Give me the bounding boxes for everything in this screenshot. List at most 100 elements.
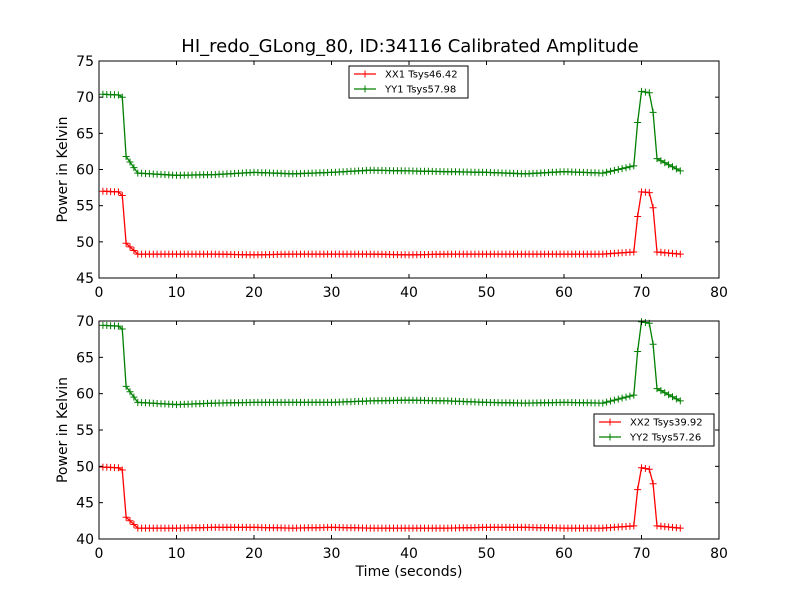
data-point-marker — [126, 158, 134, 166]
data-point-marker — [630, 522, 638, 530]
legend-label: XX2 Tsys39.92 — [630, 418, 703, 429]
x-tick-label: 10 — [168, 546, 186, 562]
data-point-marker — [122, 153, 130, 160]
data-point-marker — [130, 247, 138, 254]
y-tick-label: 70 — [76, 90, 94, 106]
data-point-marker — [676, 397, 684, 405]
y-tick-label: 55 — [76, 199, 94, 215]
legend-marker — [606, 418, 614, 426]
data-point-marker — [669, 163, 676, 171]
x-tick-label: 70 — [633, 546, 651, 562]
data-point-marker — [603, 398, 611, 406]
data-point-marker — [649, 480, 657, 488]
legend-marker — [361, 70, 369, 78]
data-point-marker — [599, 399, 607, 407]
x-tick-label: 80 — [710, 285, 728, 301]
data-point-marker — [657, 387, 665, 395]
data-point-marker — [641, 319, 649, 326]
data-point-marker — [622, 393, 630, 401]
y-axis-label: Power in Kelvin — [55, 377, 71, 483]
legend-label: YY1 Tsys57.98 — [384, 85, 456, 96]
data-point-marker — [649, 108, 657, 116]
data-point-marker — [634, 348, 642, 355]
y-tick-label: 45 — [76, 496, 94, 512]
data-point-marker — [114, 91, 122, 99]
x-tick-label: 20 — [245, 546, 263, 562]
x-tick-label: 80 — [710, 546, 728, 562]
x-tick-label: 0 — [95, 285, 104, 301]
x-axis-label: Time (seconds) — [355, 564, 463, 580]
x-tick-label: 20 — [245, 285, 263, 301]
data-point-marker — [607, 397, 614, 405]
data-point-marker — [599, 169, 607, 177]
legend: XX1 Tsys46.42 YY1 Tsys57.98 — [348, 65, 469, 99]
y-tick-label: 65 — [76, 126, 94, 142]
data-point-marker — [122, 382, 130, 390]
y-tick-label: 65 — [76, 350, 94, 366]
data-point-marker — [634, 486, 642, 494]
legend-box — [348, 65, 469, 99]
data-point-marker — [661, 159, 669, 167]
y-tick-label: 50 — [76, 459, 94, 475]
data-point-marker — [114, 188, 122, 196]
y-tick-label: 50 — [76, 235, 94, 251]
data-point-marker — [634, 213, 642, 220]
data-point-marker — [622, 164, 630, 172]
series-markers-2 — [99, 318, 684, 409]
data-point-marker — [649, 340, 657, 348]
chart-title: HI_redo_GLong_80, ID:34116 Calibrated Am… — [181, 36, 638, 57]
data-point-marker — [130, 164, 138, 172]
x-tick-label: 40 — [400, 546, 418, 562]
x-tick-label: 40 — [400, 285, 418, 301]
top-panel: 0 10 20 30 40 50 60 70 80 45 50 55 60 65 70 75 Power in … — [55, 54, 728, 301]
x-tick-label: 50 — [478, 285, 496, 301]
data-point-marker — [641, 465, 649, 472]
x-tick-label: 0 — [95, 546, 104, 562]
data-point-marker — [665, 161, 673, 169]
data-point-marker — [626, 163, 634, 171]
legend-marker — [361, 85, 369, 93]
data-point-marker — [672, 165, 680, 173]
x-tick-label: 30 — [323, 285, 341, 301]
data-point-marker — [130, 393, 138, 401]
data-point-marker — [676, 524, 684, 532]
data-point-marker — [126, 243, 134, 251]
data-point-marker — [641, 88, 649, 96]
legend-label: YY2 Tsys57.26 — [629, 433, 701, 444]
y-tick-label: 75 — [76, 54, 94, 70]
x-tick-label: 60 — [555, 285, 573, 301]
x-tick-label: 30 — [323, 546, 341, 562]
x-tick-label: 60 — [555, 546, 573, 562]
data-point-marker — [669, 393, 676, 401]
series-markers-2 — [99, 87, 684, 179]
data-point-marker — [618, 165, 626, 173]
y-tick-label: 40 — [76, 532, 94, 548]
data-point-marker — [630, 248, 638, 256]
data-point-marker — [665, 391, 673, 399]
data-point-marker — [126, 388, 134, 396]
data-point-marker — [614, 166, 622, 173]
data-point-marker — [126, 517, 134, 525]
data-point-marker — [645, 89, 653, 97]
data-point-marker — [649, 204, 657, 212]
data-point-marker — [672, 395, 680, 403]
data-point-marker — [122, 513, 130, 521]
data-point-marker — [114, 464, 122, 472]
y-tick-label: 55 — [76, 423, 94, 439]
x-tick-label: 10 — [168, 285, 186, 301]
bottom-panel: 0 10 20 30 40 50 60 70 80 40 45 50 55 60 65 70 Power in … — [55, 314, 728, 580]
data-point-marker — [603, 168, 611, 176]
data-point-marker — [118, 466, 126, 474]
data-point-marker — [618, 394, 626, 402]
x-tick-label: 70 — [633, 285, 651, 301]
y-axis-label: Power in Kelvin — [55, 116, 71, 222]
series-markers-1 — [99, 463, 684, 532]
data-point-marker — [118, 325, 126, 333]
data-point-marker — [638, 87, 645, 95]
legend-label: XX1 Tsys46.42 — [385, 70, 458, 81]
y-tick-label: 70 — [76, 314, 94, 330]
legend-marker — [606, 433, 614, 441]
data-point-marker — [634, 119, 642, 126]
